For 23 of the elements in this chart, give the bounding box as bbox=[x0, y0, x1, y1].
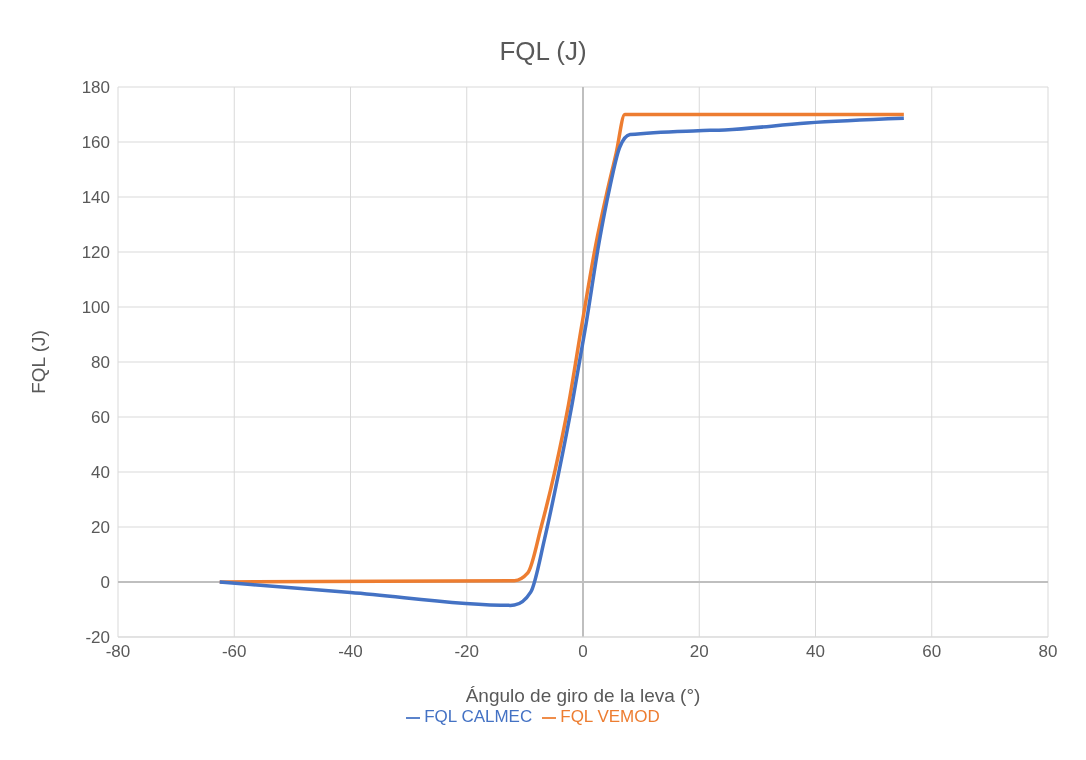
x-axis-title: Ángulo de giro de la leva (°) bbox=[465, 685, 701, 706]
x-tick-label: 0 bbox=[578, 642, 588, 662]
y-tick-label: 0 bbox=[100, 573, 110, 593]
x-tick-label: -40 bbox=[338, 642, 363, 662]
y-tick-label: 100 bbox=[81, 298, 110, 318]
y-tick-label: 160 bbox=[81, 133, 110, 153]
x-tick-label: 20 bbox=[689, 642, 709, 662]
x-tick-label: 80 bbox=[1038, 642, 1058, 662]
x-tick-label: -60 bbox=[221, 642, 247, 662]
x-tick-label: -20 bbox=[454, 642, 480, 662]
y-tick-label: 40 bbox=[91, 463, 110, 483]
y-tick-label: 80 bbox=[91, 353, 110, 373]
y-axis-title: FQL (J) bbox=[27, 330, 49, 394]
y-tick-label: 140 bbox=[81, 188, 110, 208]
y-tick-label: 20 bbox=[91, 518, 110, 538]
chart-title: FQL (J) bbox=[498, 35, 588, 67]
x-tick-label: 60 bbox=[922, 642, 942, 662]
y-tick-label: 60 bbox=[91, 408, 110, 428]
x-tick-label: 40 bbox=[806, 642, 825, 662]
legend-label: FQL VEMOD bbox=[560, 707, 660, 726]
y-tick-label: 180 bbox=[81, 78, 110, 98]
legend-label: FQL CALMEC bbox=[424, 707, 533, 726]
y-tick-label: 120 bbox=[81, 243, 110, 263]
